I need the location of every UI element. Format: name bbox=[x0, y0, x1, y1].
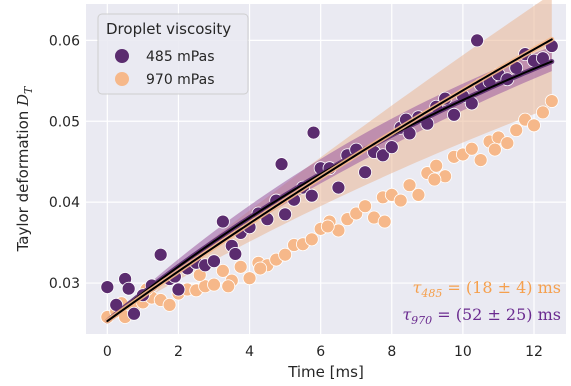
data-point-485 bbox=[153, 247, 168, 262]
data-point-970 bbox=[253, 261, 268, 276]
data-point-485 bbox=[100, 280, 115, 294]
data-point-970 bbox=[487, 142, 502, 157]
data-point-970 bbox=[221, 279, 236, 294]
legend: Droplet viscosity 485 mPas 970 mPas bbox=[97, 13, 249, 95]
data-point-970 bbox=[358, 199, 373, 214]
data-point-970 bbox=[233, 259, 248, 274]
x-tick-label: 12 bbox=[525, 344, 543, 360]
annotation-tau-485: τ485 = (18 ± 4) ms bbox=[412, 278, 561, 300]
data-point-485 bbox=[278, 207, 293, 222]
data-point-485 bbox=[470, 33, 485, 48]
data-point-485 bbox=[304, 188, 319, 203]
annotation-tau-970: τ970 = (52 ± 25) ms bbox=[402, 305, 561, 327]
annotation-tau-970-symbol: τ bbox=[402, 305, 412, 324]
tick-labels: 0 2 4 6 8 10 12 0.03 0.04 0.05 0.06 bbox=[49, 33, 543, 360]
data-point-970 bbox=[215, 264, 230, 278]
confidence-band-485 bbox=[107, 46, 552, 322]
data-point-970 bbox=[304, 232, 319, 247]
data-point-970 bbox=[278, 247, 293, 262]
y-tick-label: 0.05 bbox=[49, 114, 80, 130]
data-point-970 bbox=[535, 105, 550, 120]
data-point-970 bbox=[500, 136, 515, 151]
annotation-tau-970-value: = (52 ± 25) ms bbox=[432, 305, 561, 324]
y-axis-label-subscript: T bbox=[22, 85, 35, 94]
data-point-485 bbox=[306, 125, 321, 140]
y-tick-label: 0.04 bbox=[49, 195, 80, 211]
legend-title: Droplet viscosity bbox=[106, 20, 231, 38]
data-point-485 bbox=[358, 165, 373, 180]
data-point-970 bbox=[207, 277, 221, 292]
data-point-970 bbox=[162, 297, 177, 312]
data-point-485 bbox=[375, 148, 390, 163]
legend-marker-970 bbox=[115, 72, 129, 86]
data-point-485 bbox=[121, 281, 136, 296]
data-point-485 bbox=[228, 247, 243, 261]
data-point-485 bbox=[127, 306, 141, 321]
data-point-970 bbox=[320, 219, 335, 234]
legend-label-970: 970 mPas bbox=[146, 72, 215, 88]
data-point-485 bbox=[171, 282, 186, 297]
data-point-485 bbox=[215, 214, 230, 229]
data-point-485 bbox=[447, 107, 461, 122]
y-axis-label-main: Taylor deformation bbox=[14, 106, 32, 252]
data-point-485 bbox=[207, 254, 221, 269]
data-point-970 bbox=[377, 214, 392, 229]
data-point-970 bbox=[527, 118, 541, 133]
x-axis-label: Time [ms] bbox=[287, 363, 364, 381]
data-point-485 bbox=[384, 140, 399, 155]
data-point-970 bbox=[393, 193, 408, 208]
legend-marker-485 bbox=[115, 49, 129, 63]
legend-label-485: 485 mPas bbox=[146, 49, 215, 65]
y-axis-label: Taylor deformation DT bbox=[14, 85, 35, 252]
fit-line-970 bbox=[106, 38, 553, 323]
data-point-970 bbox=[464, 141, 479, 156]
data-point-970 bbox=[429, 158, 444, 173]
data-point-970 bbox=[411, 187, 426, 202]
x-tick-label: 6 bbox=[316, 344, 325, 360]
annotation-tau-485-subscript: 485 bbox=[420, 287, 442, 300]
data-point-970 bbox=[509, 123, 524, 138]
data-point-970 bbox=[242, 271, 257, 286]
data-point-970 bbox=[349, 206, 364, 221]
annotation-tau-970-subscript: 970 bbox=[411, 314, 432, 327]
y-axis-label-symbol: D bbox=[14, 94, 32, 107]
x-tick-label: 4 bbox=[245, 344, 254, 360]
legend-box bbox=[97, 13, 249, 95]
data-point-485 bbox=[331, 180, 346, 195]
y-tick-label: 0.06 bbox=[49, 33, 80, 49]
fit-lines bbox=[104, 36, 555, 324]
y-tick-label: 0.03 bbox=[49, 276, 80, 292]
data-point-970 bbox=[402, 178, 417, 193]
annotation-tau-485-value: = (18 ± 4) ms bbox=[442, 278, 561, 297]
data-point-485 bbox=[274, 157, 289, 172]
data-point-970 bbox=[473, 153, 488, 168]
annotation-tau-485-symbol: τ bbox=[412, 278, 422, 297]
x-tick-label: 8 bbox=[387, 344, 396, 360]
x-tick-label: 0 bbox=[103, 344, 112, 360]
x-tick-label: 10 bbox=[454, 344, 472, 360]
data-point-970 bbox=[427, 172, 442, 187]
data-point-970 bbox=[544, 94, 559, 108]
x-tick-label: 2 bbox=[174, 344, 183, 360]
